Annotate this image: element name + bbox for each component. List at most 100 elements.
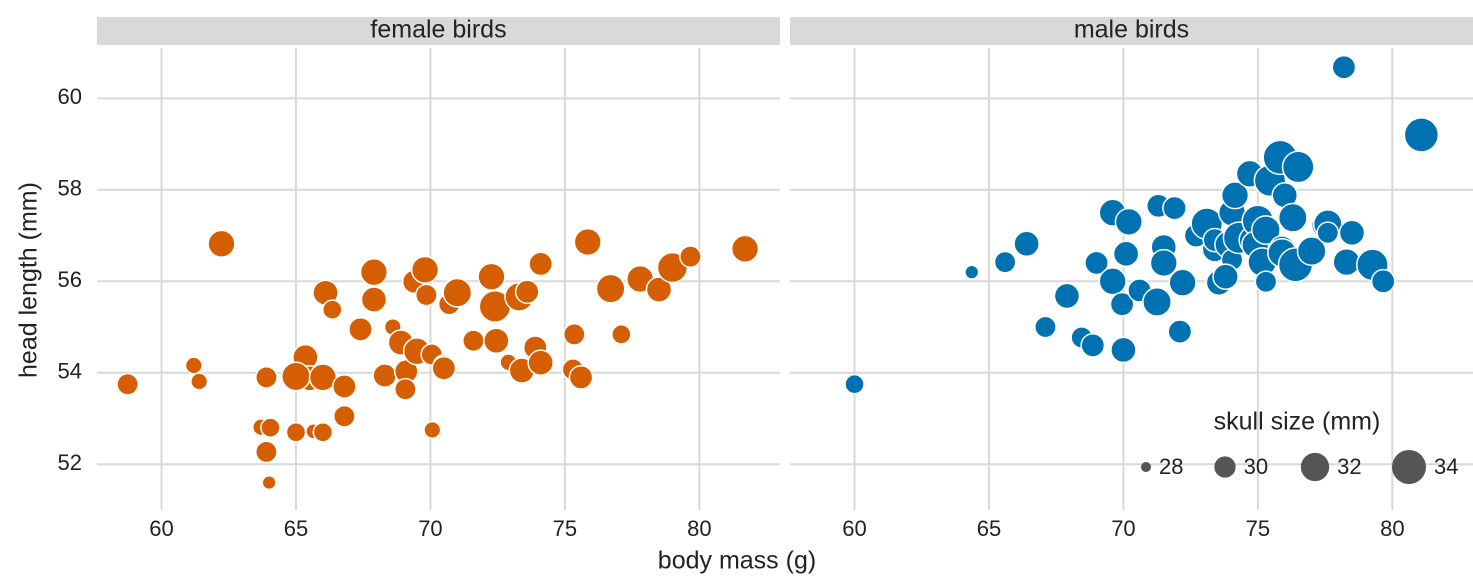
- point: [562, 322, 586, 346]
- point: [477, 262, 506, 291]
- point: [1338, 219, 1366, 247]
- point: [1162, 195, 1187, 221]
- point: [483, 327, 510, 355]
- point: [1112, 240, 1140, 268]
- y-tick-label: 56: [58, 267, 82, 292]
- point: [611, 324, 632, 345]
- point: [423, 420, 442, 440]
- legend-marker: [1300, 452, 1330, 482]
- y-tick-label: 58: [58, 176, 82, 201]
- point: [255, 365, 278, 389]
- legend-title: skull size (mm): [1214, 408, 1381, 436]
- point: [190, 372, 209, 391]
- point: [184, 356, 203, 375]
- point: [1296, 236, 1327, 267]
- legend-label: 28: [1159, 454, 1183, 479]
- point: [285, 421, 307, 443]
- point: [514, 279, 540, 305]
- point: [1110, 336, 1137, 364]
- y-axis-title: head length (mm): [15, 182, 43, 378]
- point: [1332, 247, 1361, 277]
- point: [1331, 54, 1357, 80]
- point: [462, 329, 485, 353]
- point: [1109, 291, 1135, 317]
- x-tick-label: 60: [842, 516, 866, 541]
- point: [255, 440, 278, 464]
- point: [415, 283, 438, 307]
- point: [312, 421, 334, 443]
- legend-label: 30: [1244, 454, 1268, 479]
- point: [372, 363, 398, 388]
- point: [261, 474, 277, 491]
- point: [1013, 230, 1040, 258]
- point: [207, 229, 236, 258]
- point: [1098, 267, 1127, 296]
- y-tick-label: 60: [58, 84, 82, 109]
- point: [1251, 215, 1281, 245]
- point: [730, 234, 760, 263]
- point: [1167, 319, 1193, 344]
- point: [1403, 117, 1440, 153]
- point: [281, 361, 311, 392]
- point: [1277, 202, 1308, 233]
- point: [332, 374, 357, 399]
- point: [645, 276, 673, 303]
- point: [573, 227, 602, 257]
- x-tick-label: 60: [149, 516, 173, 541]
- point: [1149, 248, 1178, 278]
- facet-strip: [97, 17, 780, 45]
- x-tick-label: 80: [687, 516, 711, 541]
- point: [260, 417, 281, 438]
- point: [1053, 282, 1081, 310]
- point: [527, 349, 554, 376]
- point: [568, 364, 594, 390]
- x-tick-label: 70: [1111, 516, 1135, 541]
- legend-marker: [1140, 461, 1152, 473]
- facet-title: male birds: [1074, 16, 1189, 44]
- legend-marker: [1391, 449, 1427, 485]
- point: [993, 250, 1017, 274]
- x-tick-label: 65: [284, 516, 308, 541]
- point: [1034, 315, 1057, 339]
- point: [1370, 268, 1396, 294]
- point: [360, 286, 388, 313]
- facet-strip: [790, 17, 1473, 45]
- point: [1080, 332, 1106, 358]
- legend-marker: [1214, 456, 1236, 478]
- x-tick-label: 75: [553, 516, 577, 541]
- x-tick-label: 65: [977, 516, 1001, 541]
- point: [442, 277, 473, 308]
- x-tick-label: 80: [1380, 516, 1404, 541]
- y-tick-label: 54: [58, 359, 82, 384]
- point: [1254, 270, 1278, 294]
- point: [844, 373, 865, 395]
- facet-title: female birds: [370, 16, 506, 44]
- point: [679, 245, 702, 268]
- point: [1142, 286, 1172, 317]
- point: [1281, 150, 1315, 184]
- point: [1084, 250, 1109, 276]
- point: [1212, 263, 1239, 290]
- point: [1220, 181, 1250, 210]
- x-tick-label: 70: [418, 516, 442, 541]
- point: [964, 264, 980, 280]
- point: [528, 251, 554, 277]
- point: [410, 255, 440, 284]
- y-tick-label: 52: [58, 450, 82, 475]
- point: [116, 372, 140, 396]
- point: [1316, 221, 1340, 245]
- point: [1114, 207, 1143, 236]
- point: [359, 258, 389, 287]
- legend-label: 32: [1337, 454, 1361, 479]
- point: [431, 355, 457, 381]
- point: [348, 316, 373, 342]
- point: [321, 299, 343, 320]
- point: [595, 273, 626, 304]
- point: [333, 404, 356, 428]
- point: [394, 377, 417, 401]
- legend-label: 34: [1434, 454, 1458, 479]
- x-tick-label: 75: [1246, 516, 1270, 541]
- x-axis-title: body mass (g): [658, 547, 816, 575]
- point: [1168, 268, 1197, 297]
